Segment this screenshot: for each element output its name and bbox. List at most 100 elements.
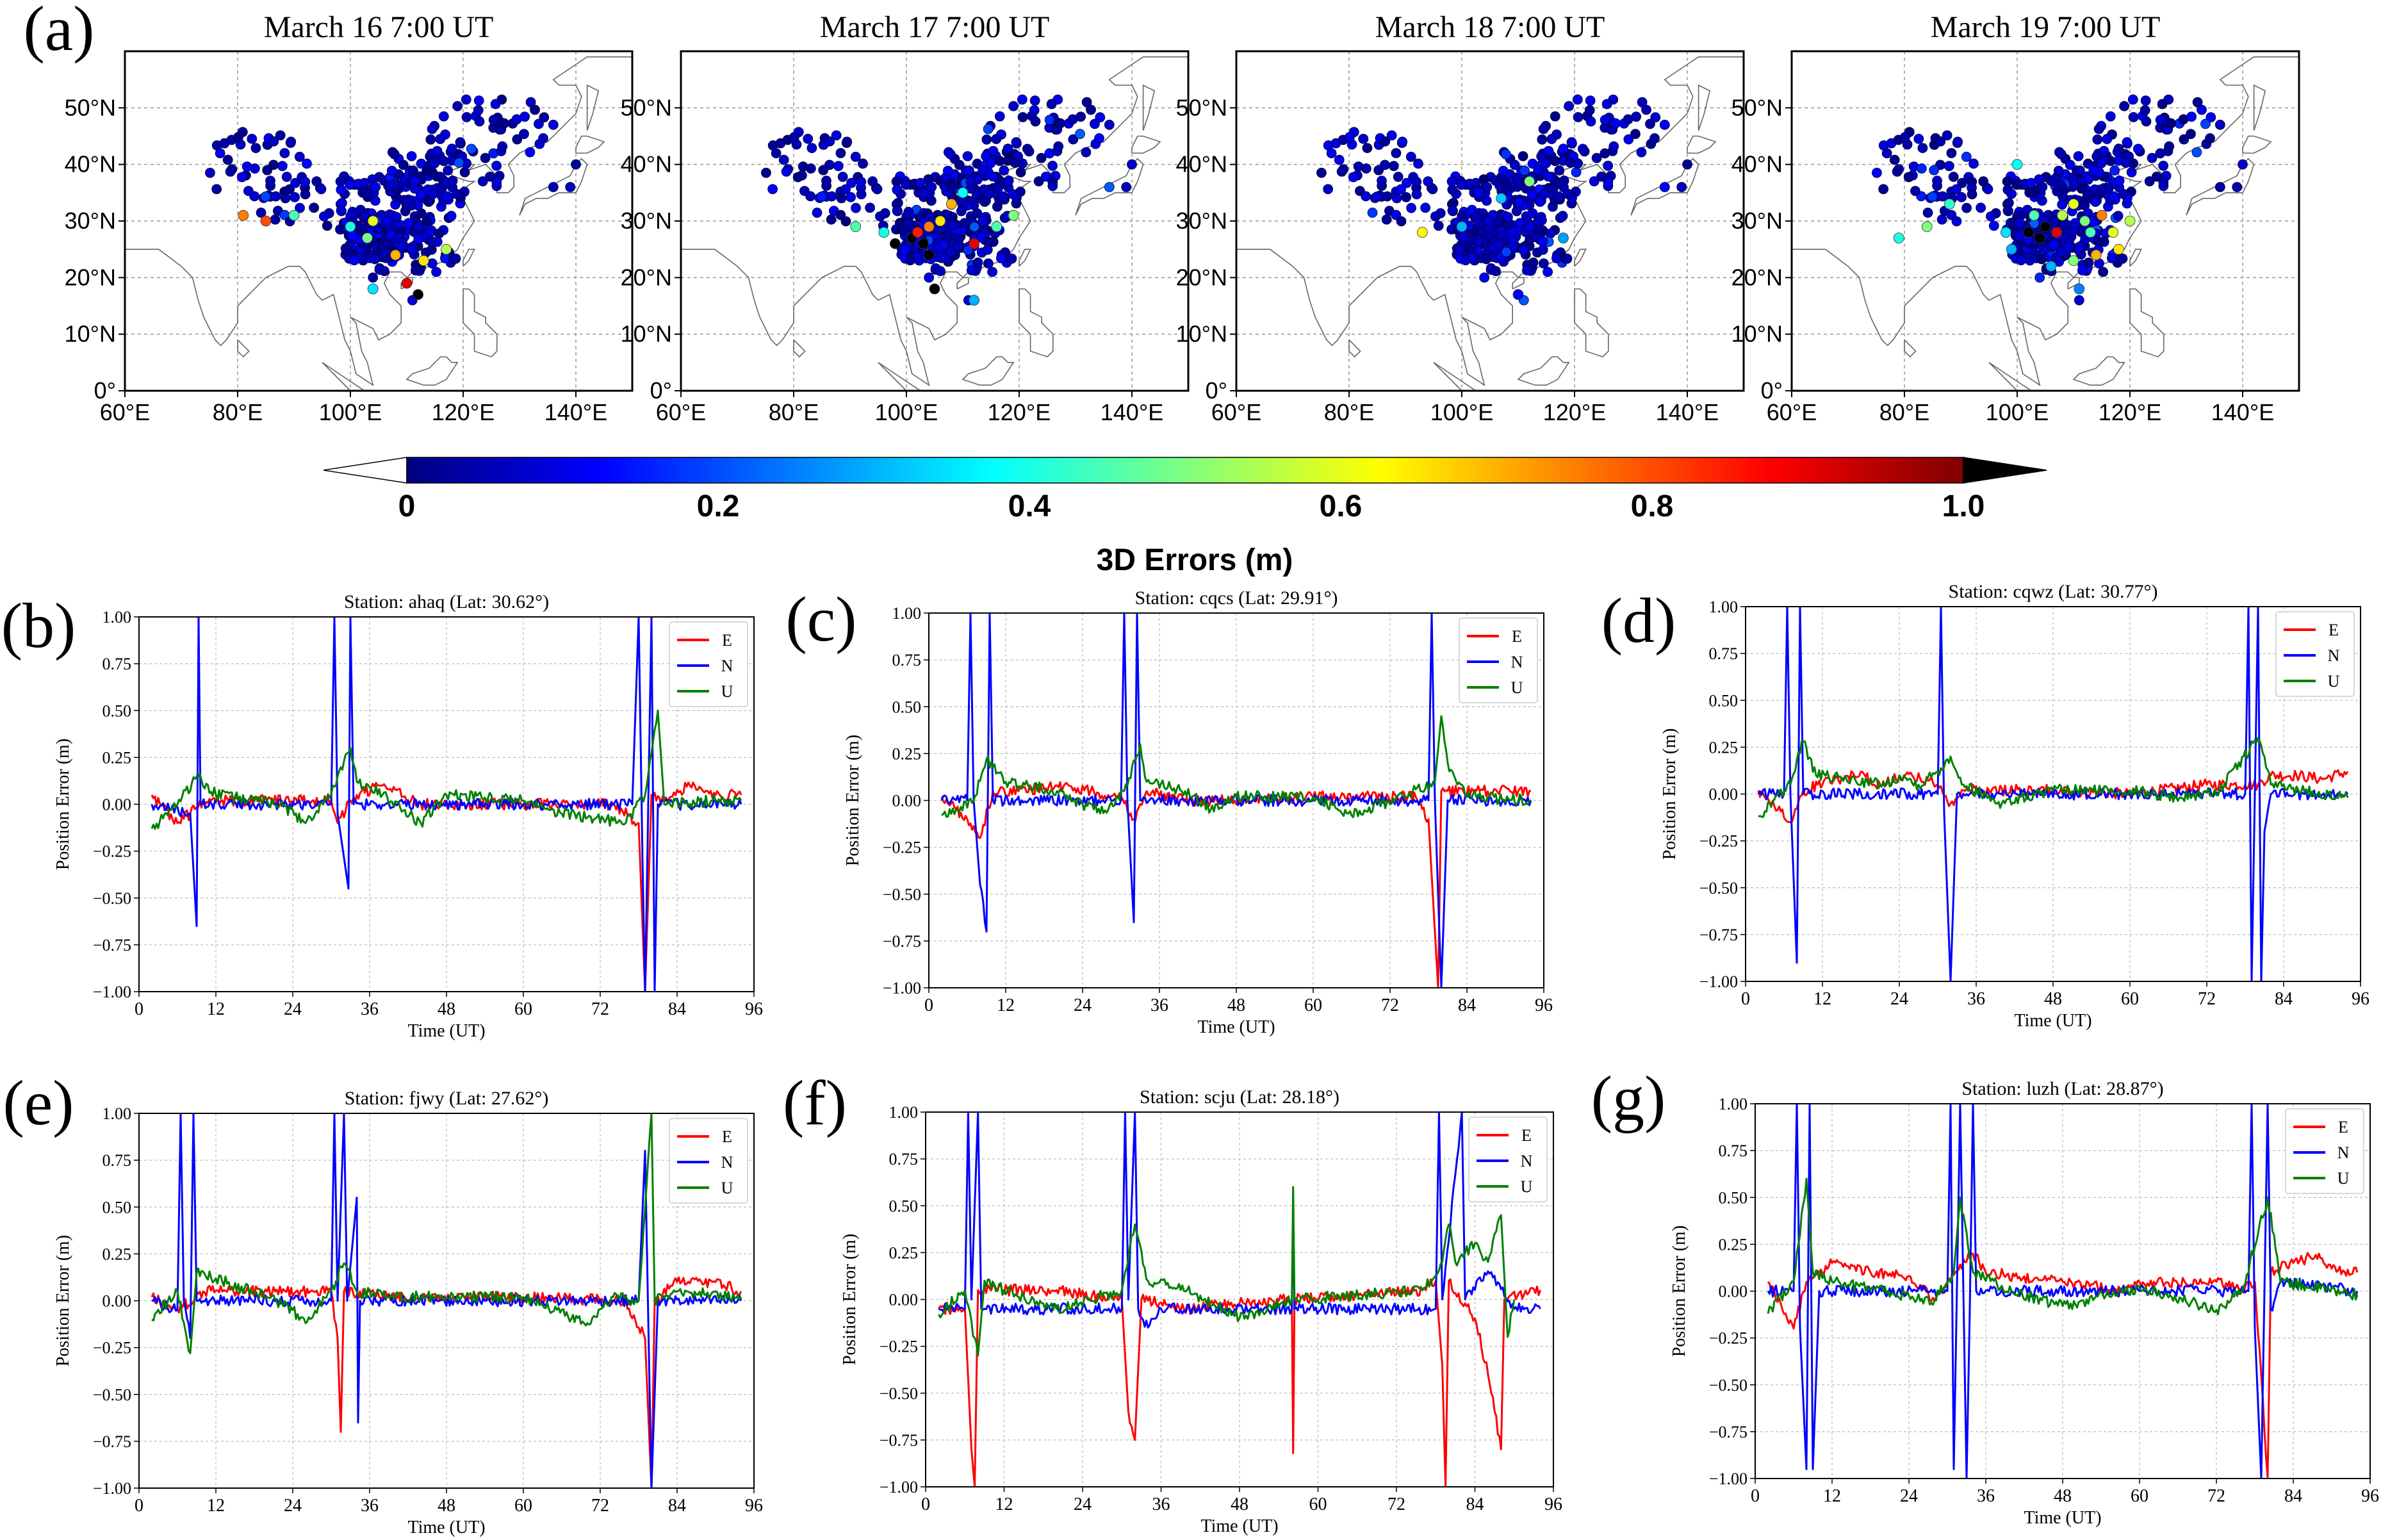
station-point <box>2077 265 2088 275</box>
station-point <box>1942 130 1952 141</box>
lat-tick-label: 50°N <box>1176 94 1227 120</box>
station-point <box>1538 124 1549 135</box>
lon-tick-label: 120°E <box>432 399 495 425</box>
coastline <box>1348 339 1361 358</box>
station-point <box>1030 116 1041 127</box>
station-point <box>534 119 544 129</box>
station-point <box>978 165 988 176</box>
station-point <box>1537 134 1548 145</box>
station-point <box>771 148 782 159</box>
lon-tick-label: 80°E <box>1324 399 1374 425</box>
station-point-highlight <box>2034 233 2045 243</box>
station-point <box>2144 176 2155 186</box>
station-point <box>243 186 254 196</box>
station-point-highlight <box>413 289 423 300</box>
x-tick-label: 72 <box>1381 995 1399 1015</box>
y-tick-label: 0.75 <box>1719 1142 1748 1160</box>
station-point <box>964 165 974 176</box>
station-point <box>1411 189 1422 200</box>
plot-frame <box>925 1111 1554 1487</box>
station-point <box>1468 234 1478 245</box>
station-point <box>2117 253 2128 264</box>
station-point <box>872 184 883 195</box>
map-content <box>125 51 632 391</box>
station-point <box>1358 133 1369 144</box>
station-point <box>403 218 414 229</box>
station-point-highlight <box>238 209 249 221</box>
station-point-highlight <box>1008 209 1019 221</box>
station-point <box>2082 190 2093 200</box>
station-point <box>947 211 958 222</box>
station-point-highlight <box>260 215 272 227</box>
station-point <box>452 101 463 111</box>
x-tick-label: 24 <box>284 1496 302 1516</box>
station-point <box>265 181 276 191</box>
station-point <box>767 184 778 195</box>
station-point <box>1011 137 1022 147</box>
station-point-highlight <box>878 227 890 238</box>
station-point <box>918 188 929 199</box>
coastline <box>237 339 250 358</box>
station-point-highlight <box>418 255 429 266</box>
station-point <box>349 255 359 266</box>
station-point <box>309 202 320 213</box>
station-point <box>1557 211 1568 221</box>
station-point-highlight <box>2113 243 2124 255</box>
station-point <box>1551 253 1562 264</box>
x-tick-label: 84 <box>2284 1486 2302 1506</box>
station-point-highlight <box>367 283 379 295</box>
station-point <box>459 167 470 177</box>
coastline <box>1019 249 1031 267</box>
station-point <box>2053 165 2064 176</box>
station-point <box>1559 176 1569 186</box>
station-point <box>1872 167 1882 178</box>
station-point <box>336 184 347 195</box>
coastline <box>1687 135 1717 154</box>
station-point <box>899 245 910 256</box>
station-point <box>311 176 322 187</box>
station-point <box>1420 202 1431 213</box>
x-tick-label: 84 <box>668 999 686 1019</box>
lat-tick-label: 10°N <box>621 321 672 347</box>
legend: ENU <box>1459 618 1538 703</box>
station-point <box>1967 189 1977 200</box>
station-point-highlight <box>2040 221 2051 233</box>
lat-tick-label: 30°N <box>1731 208 1783 234</box>
station-point <box>835 148 846 158</box>
station-point <box>1944 161 1954 172</box>
station-point <box>1630 129 1641 140</box>
x-tick-label: 24 <box>1074 995 1092 1015</box>
station-point <box>262 165 273 176</box>
station-point <box>1075 129 1085 140</box>
panel-label: (d) <box>1601 585 1676 656</box>
x-tick-label: 0 <box>135 1496 143 1516</box>
coastline <box>1988 362 2033 391</box>
station-point <box>1631 111 1642 122</box>
y-tick-label: −1.00 <box>883 979 921 997</box>
station-point <box>1405 151 1416 162</box>
station-point <box>1573 111 1584 122</box>
colorbar-tick-label: 1.0 <box>1942 489 1985 523</box>
lat-tick-label: 30°N <box>1176 208 1227 234</box>
station-point <box>875 211 885 222</box>
station-point <box>2075 165 2085 176</box>
station-point <box>519 129 529 140</box>
station-point-highlight <box>935 215 946 227</box>
station-point <box>1380 136 1391 147</box>
station-point <box>1564 101 1575 111</box>
coastline <box>2186 158 2255 216</box>
station-point <box>1603 160 1614 171</box>
y-tick-label: −0.75 <box>93 1432 131 1451</box>
station-point <box>1929 165 1940 176</box>
station-point <box>803 133 814 144</box>
y-tick-label: 0.75 <box>889 1150 919 1168</box>
station-point <box>1406 202 1416 213</box>
colorbar-under-arrow <box>323 457 407 484</box>
station-point <box>2186 129 2196 140</box>
station-point <box>1554 165 1565 176</box>
station-point <box>1316 167 1327 178</box>
y-tick-label: 0.00 <box>1709 785 1739 804</box>
map-panel-4: March 19 7:00 UT 0° 10°N 20°N 30°N 40°N 50°N 60… <box>1731 10 2300 425</box>
legend-label: E <box>2329 621 2339 639</box>
station-point <box>1509 160 1520 170</box>
